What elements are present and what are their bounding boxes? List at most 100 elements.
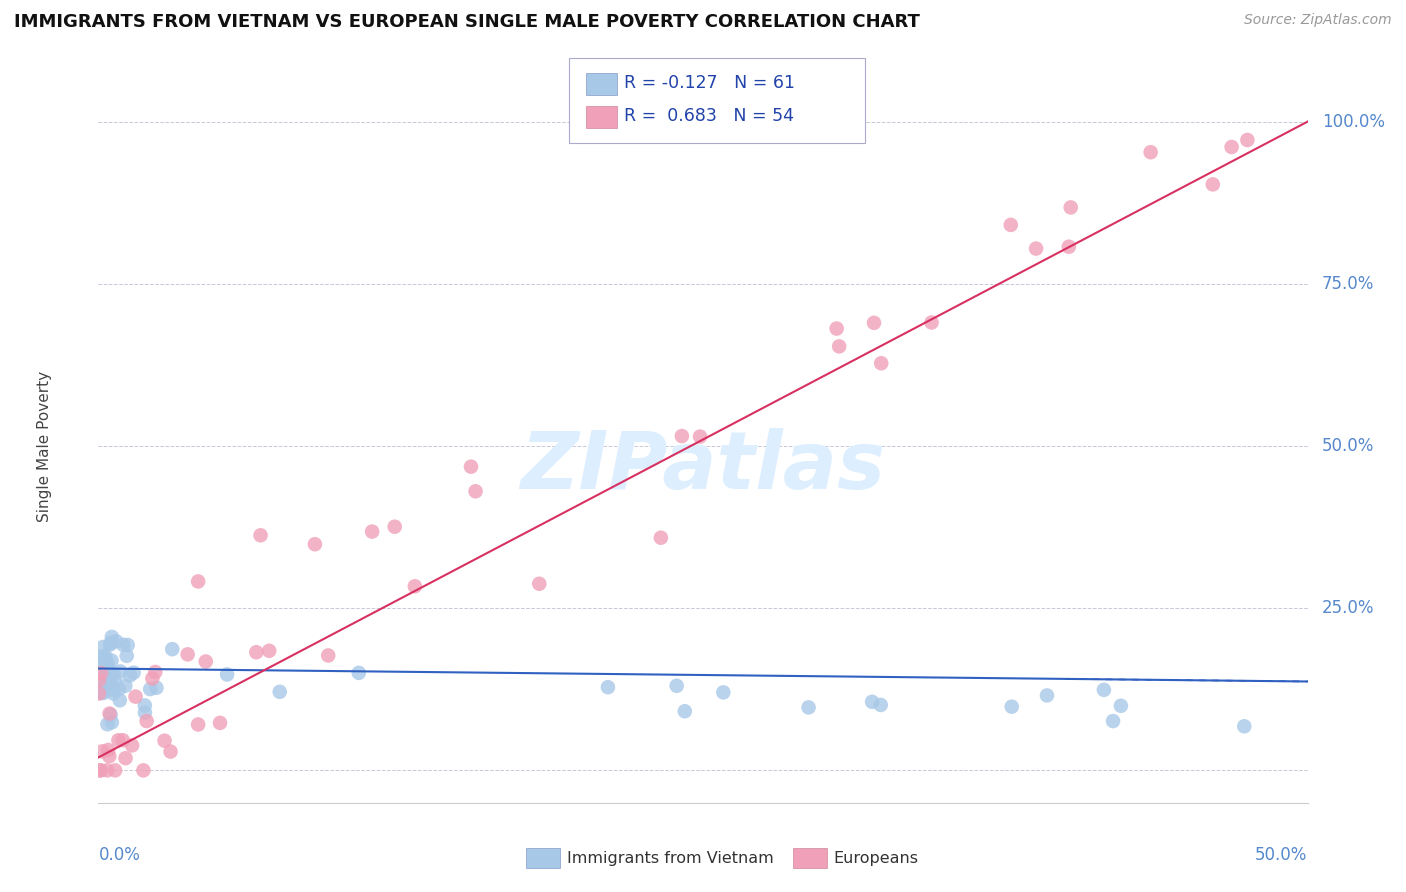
Point: [134, 698, 156, 713]
Point: [384, 519, 406, 533]
Point: [132, 764, 155, 778]
Point: [91, 650, 114, 665]
Point: [124, 690, 146, 704]
Text: 0.0%: 0.0%: [98, 846, 141, 863]
Point: [114, 751, 136, 765]
Point: [134, 706, 156, 720]
Text: ZIPatlas: ZIPatlas: [520, 428, 886, 507]
Point: [98, 706, 121, 721]
Point: [117, 638, 139, 652]
Point: [1001, 699, 1024, 714]
Point: [100, 653, 122, 667]
Point: [87, 673, 110, 688]
Point: [269, 685, 291, 699]
Point: [96, 717, 118, 731]
Point: [108, 681, 131, 696]
Point: [97, 672, 120, 686]
Point: [347, 665, 370, 680]
Point: [104, 764, 127, 778]
Point: [1236, 133, 1258, 147]
Point: [93, 652, 115, 666]
Point: [87, 678, 110, 692]
Point: [1092, 682, 1115, 697]
Point: [1025, 242, 1047, 256]
Point: [361, 524, 384, 539]
Point: [673, 704, 696, 718]
Point: [162, 642, 184, 657]
Point: [869, 698, 891, 712]
Point: [304, 537, 326, 551]
Point: [96, 657, 118, 672]
Point: [90, 666, 112, 681]
Point: [101, 630, 124, 644]
Point: [141, 672, 163, 686]
Point: [1139, 145, 1161, 160]
Point: [1102, 714, 1125, 728]
Point: [98, 667, 121, 681]
Point: [118, 668, 141, 682]
Point: [89, 660, 111, 674]
Point: [863, 316, 886, 330]
Point: [257, 644, 280, 658]
Point: [217, 667, 239, 681]
Point: [103, 686, 125, 700]
Point: [671, 429, 693, 443]
Point: [110, 665, 132, 679]
Point: [94, 653, 117, 667]
Text: 25.0%: 25.0%: [1322, 599, 1375, 617]
Point: [921, 316, 943, 330]
Point: [104, 673, 127, 688]
Point: [159, 745, 181, 759]
Point: [98, 675, 121, 690]
Point: [107, 733, 129, 747]
Point: [98, 638, 121, 652]
Point: [1000, 218, 1022, 232]
Point: [665, 679, 688, 693]
Point: [91, 744, 114, 758]
Point: [100, 636, 122, 650]
Point: [115, 648, 138, 663]
Point: [596, 680, 619, 694]
Point: [93, 660, 115, 674]
Point: [101, 715, 124, 730]
Point: [90, 686, 112, 700]
Point: [112, 638, 135, 652]
Point: [90, 764, 112, 778]
Point: [153, 733, 176, 747]
Point: [825, 321, 848, 335]
Point: [245, 645, 267, 659]
Text: Europeans: Europeans: [834, 851, 918, 865]
Point: [650, 531, 672, 545]
Point: [145, 681, 167, 695]
Point: [870, 356, 893, 370]
Point: [711, 685, 734, 699]
Point: [89, 764, 111, 778]
Text: R =  0.683   N = 54: R = 0.683 N = 54: [624, 107, 794, 125]
Point: [689, 429, 711, 443]
Point: [114, 679, 136, 693]
Point: [100, 707, 122, 722]
Point: [187, 717, 209, 731]
Text: 50.0%: 50.0%: [1322, 437, 1375, 455]
Text: Single Male Poverty: Single Male Poverty: [37, 370, 52, 522]
Point: [828, 339, 851, 353]
Point: [143, 665, 166, 679]
Point: [105, 634, 128, 648]
Point: [135, 714, 157, 728]
Point: [208, 715, 231, 730]
Point: [89, 675, 111, 690]
Text: Source: ZipAtlas.com: Source: ZipAtlas.com: [1244, 13, 1392, 28]
Point: [97, 743, 120, 757]
Point: [187, 574, 209, 589]
Text: IMMIGRANTS FROM VIETNAM VS EUROPEAN SINGLE MALE POVERTY CORRELATION CHART: IMMIGRANTS FROM VIETNAM VS EUROPEAN SING…: [14, 13, 920, 31]
Text: R = -0.127   N = 61: R = -0.127 N = 61: [624, 74, 796, 92]
Point: [94, 648, 117, 663]
Point: [139, 682, 162, 697]
Point: [108, 693, 131, 707]
Text: 50.0%: 50.0%: [1256, 846, 1308, 863]
Text: 100.0%: 100.0%: [1322, 112, 1385, 130]
Point: [96, 656, 118, 670]
Text: 75.0%: 75.0%: [1322, 275, 1375, 293]
Point: [121, 739, 143, 753]
Text: Immigrants from Vietnam: Immigrants from Vietnam: [567, 851, 773, 865]
